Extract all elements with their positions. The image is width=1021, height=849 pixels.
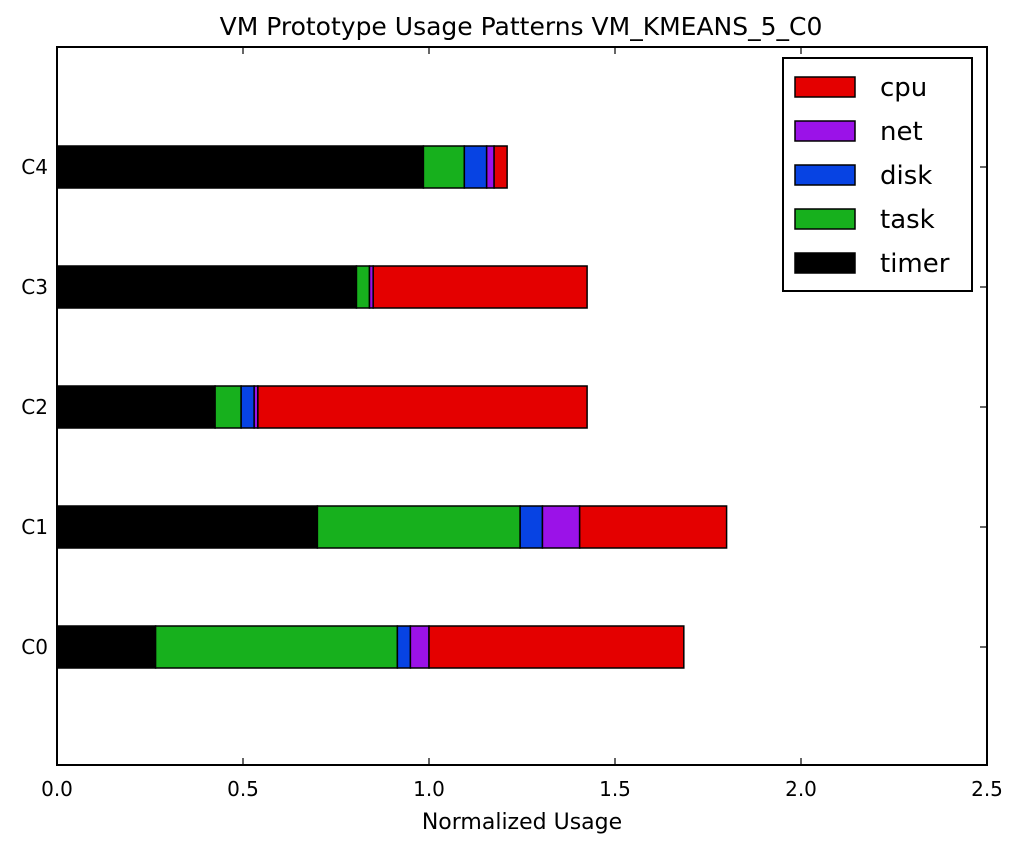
y-tick-label-c1: C1 [21, 515, 48, 539]
bar-timer-c3 [56, 265, 358, 309]
x-tick-label: 0.0 [41, 777, 73, 801]
bar-disk-c2 [240, 385, 255, 429]
bar-task-c0 [154, 625, 399, 669]
y-tick-label-c4: C4 [21, 155, 48, 179]
plot-frame [56, 46, 988, 766]
chart-title: VM Prototype Usage Patterns VM_KMEANS_5_… [220, 12, 823, 41]
legend-label-task: task [880, 205, 935, 235]
bar-net-c4 [485, 145, 495, 189]
y-tick-label-c2: C2 [21, 395, 48, 419]
bar-disk-c4 [463, 145, 488, 189]
bar-cpu-c3 [372, 265, 588, 309]
bar-timer-c0 [56, 625, 157, 669]
legend-label-cpu: cpu [880, 73, 927, 103]
bar-cpu-c4 [493, 145, 508, 189]
bar-timer-c1 [56, 505, 319, 549]
x-tick-label: 0.5 [227, 777, 259, 801]
x-axis-label: Normalized Usage [422, 810, 622, 835]
legend-swatch-timer [794, 252, 856, 274]
bar-task-c1 [316, 505, 521, 549]
legend-swatch-net [794, 120, 856, 142]
bar-timer-c2 [56, 385, 216, 429]
legend-swatch-disk [794, 164, 856, 186]
legend-label-timer: timer [880, 249, 950, 279]
y-tick-label-c0: C0 [21, 635, 48, 659]
bar-task-c4 [422, 145, 466, 189]
x-tick-label: 1.0 [413, 777, 445, 801]
legend: cpu net disk task timer [782, 57, 973, 292]
y-tick-label-c3: C3 [21, 275, 48, 299]
legend-label-net: net [880, 117, 923, 147]
bar-net-c1 [541, 505, 581, 549]
x-tick-label: 2.5 [971, 777, 1003, 801]
bar-net-c0 [409, 625, 430, 669]
legend-swatch-cpu [794, 76, 856, 98]
legend-swatch-task [794, 208, 856, 230]
bar-task-c2 [214, 385, 242, 429]
bar-cpu-c0 [428, 625, 685, 669]
x-tick-label: 2.0 [785, 777, 817, 801]
bar-disk-c0 [396, 625, 412, 669]
bar-task-c3 [355, 265, 371, 309]
bars-group [56, 145, 728, 669]
x-tick-label: 1.5 [599, 777, 631, 801]
bar-cpu-c2 [257, 385, 588, 429]
bar-cpu-c1 [578, 505, 728, 549]
bar-disk-c1 [519, 505, 544, 549]
ticks-group: 0.0 0.5 1.0 1.5 2.0 2.5 C0 C1 C2 C3 C4 [21, 47, 1003, 801]
legend-label-disk: disk [880, 161, 932, 191]
bar-timer-c4 [56, 145, 425, 189]
